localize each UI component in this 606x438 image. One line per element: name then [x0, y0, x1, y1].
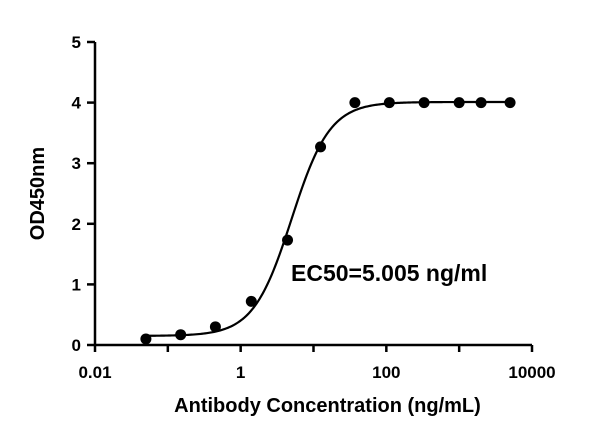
x-tick-label: 0.01 — [78, 363, 111, 382]
data-points — [140, 97, 516, 345]
x-tick-label: 100 — [372, 363, 400, 382]
data-point — [349, 97, 361, 109]
data-point — [475, 97, 487, 109]
y-axis-title: OD450nm — [27, 147, 49, 240]
ec50-annotation: EC50=5.005 ng/ml — [291, 260, 487, 286]
fit-curve — [145, 100, 511, 337]
data-point — [504, 97, 516, 109]
y-ticks: 0 1 2 3 4 5 — [72, 33, 95, 355]
data-point — [418, 97, 430, 109]
y-tick-label: 3 — [72, 154, 81, 173]
x-tick-label: 10000 — [508, 363, 555, 382]
data-point — [315, 141, 327, 153]
data-point — [175, 329, 187, 341]
x-ticks: 0.01 1 100 10000 — [78, 345, 556, 382]
x-tick-label: 1 — [236, 363, 245, 382]
data-point — [383, 97, 395, 109]
x-axis-title: Antibody Concentration (ng/mL) — [174, 395, 481, 417]
data-point — [140, 333, 152, 345]
y-tick-label: 2 — [72, 215, 81, 234]
data-point — [209, 321, 221, 333]
data-point — [453, 97, 465, 109]
y-tick-label: 0 — [72, 336, 81, 355]
data-point — [282, 234, 294, 246]
y-tick-label: 4 — [72, 94, 82, 113]
data-point — [245, 295, 257, 307]
y-tick-label: 5 — [72, 33, 81, 52]
axes — [93, 42, 532, 347]
y-tick-label: 1 — [72, 275, 81, 294]
